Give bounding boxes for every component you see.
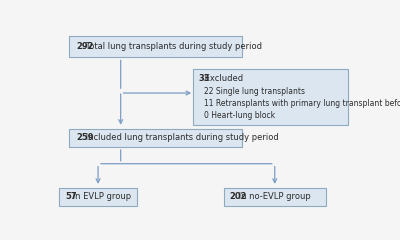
FancyBboxPatch shape [193,69,348,125]
Text: 202: 202 [230,192,247,201]
FancyBboxPatch shape [224,188,326,206]
FancyBboxPatch shape [69,129,242,147]
Text: Excluded: Excluded [202,74,244,83]
FancyBboxPatch shape [69,36,242,57]
Text: 33: 33 [198,74,210,83]
Text: In no-EVLP group: In no-EVLP group [236,192,311,201]
Text: 11 Retransplants with primary lung transplant before 2012: 11 Retransplants with primary lung trans… [204,99,400,108]
Text: 292: 292 [76,42,94,51]
Text: 57: 57 [66,192,77,201]
Text: Included lung transplants during study period: Included lung transplants during study p… [83,133,278,142]
FancyBboxPatch shape [59,188,137,206]
Text: Total lung transplants during study period: Total lung transplants during study peri… [83,42,262,51]
Text: In EVLP group: In EVLP group [70,192,131,201]
Text: 259: 259 [76,133,94,142]
Text: 22 Single lung transplants: 22 Single lung transplants [204,87,305,96]
Text: 0 Heart-lung block: 0 Heart-lung block [204,111,275,120]
